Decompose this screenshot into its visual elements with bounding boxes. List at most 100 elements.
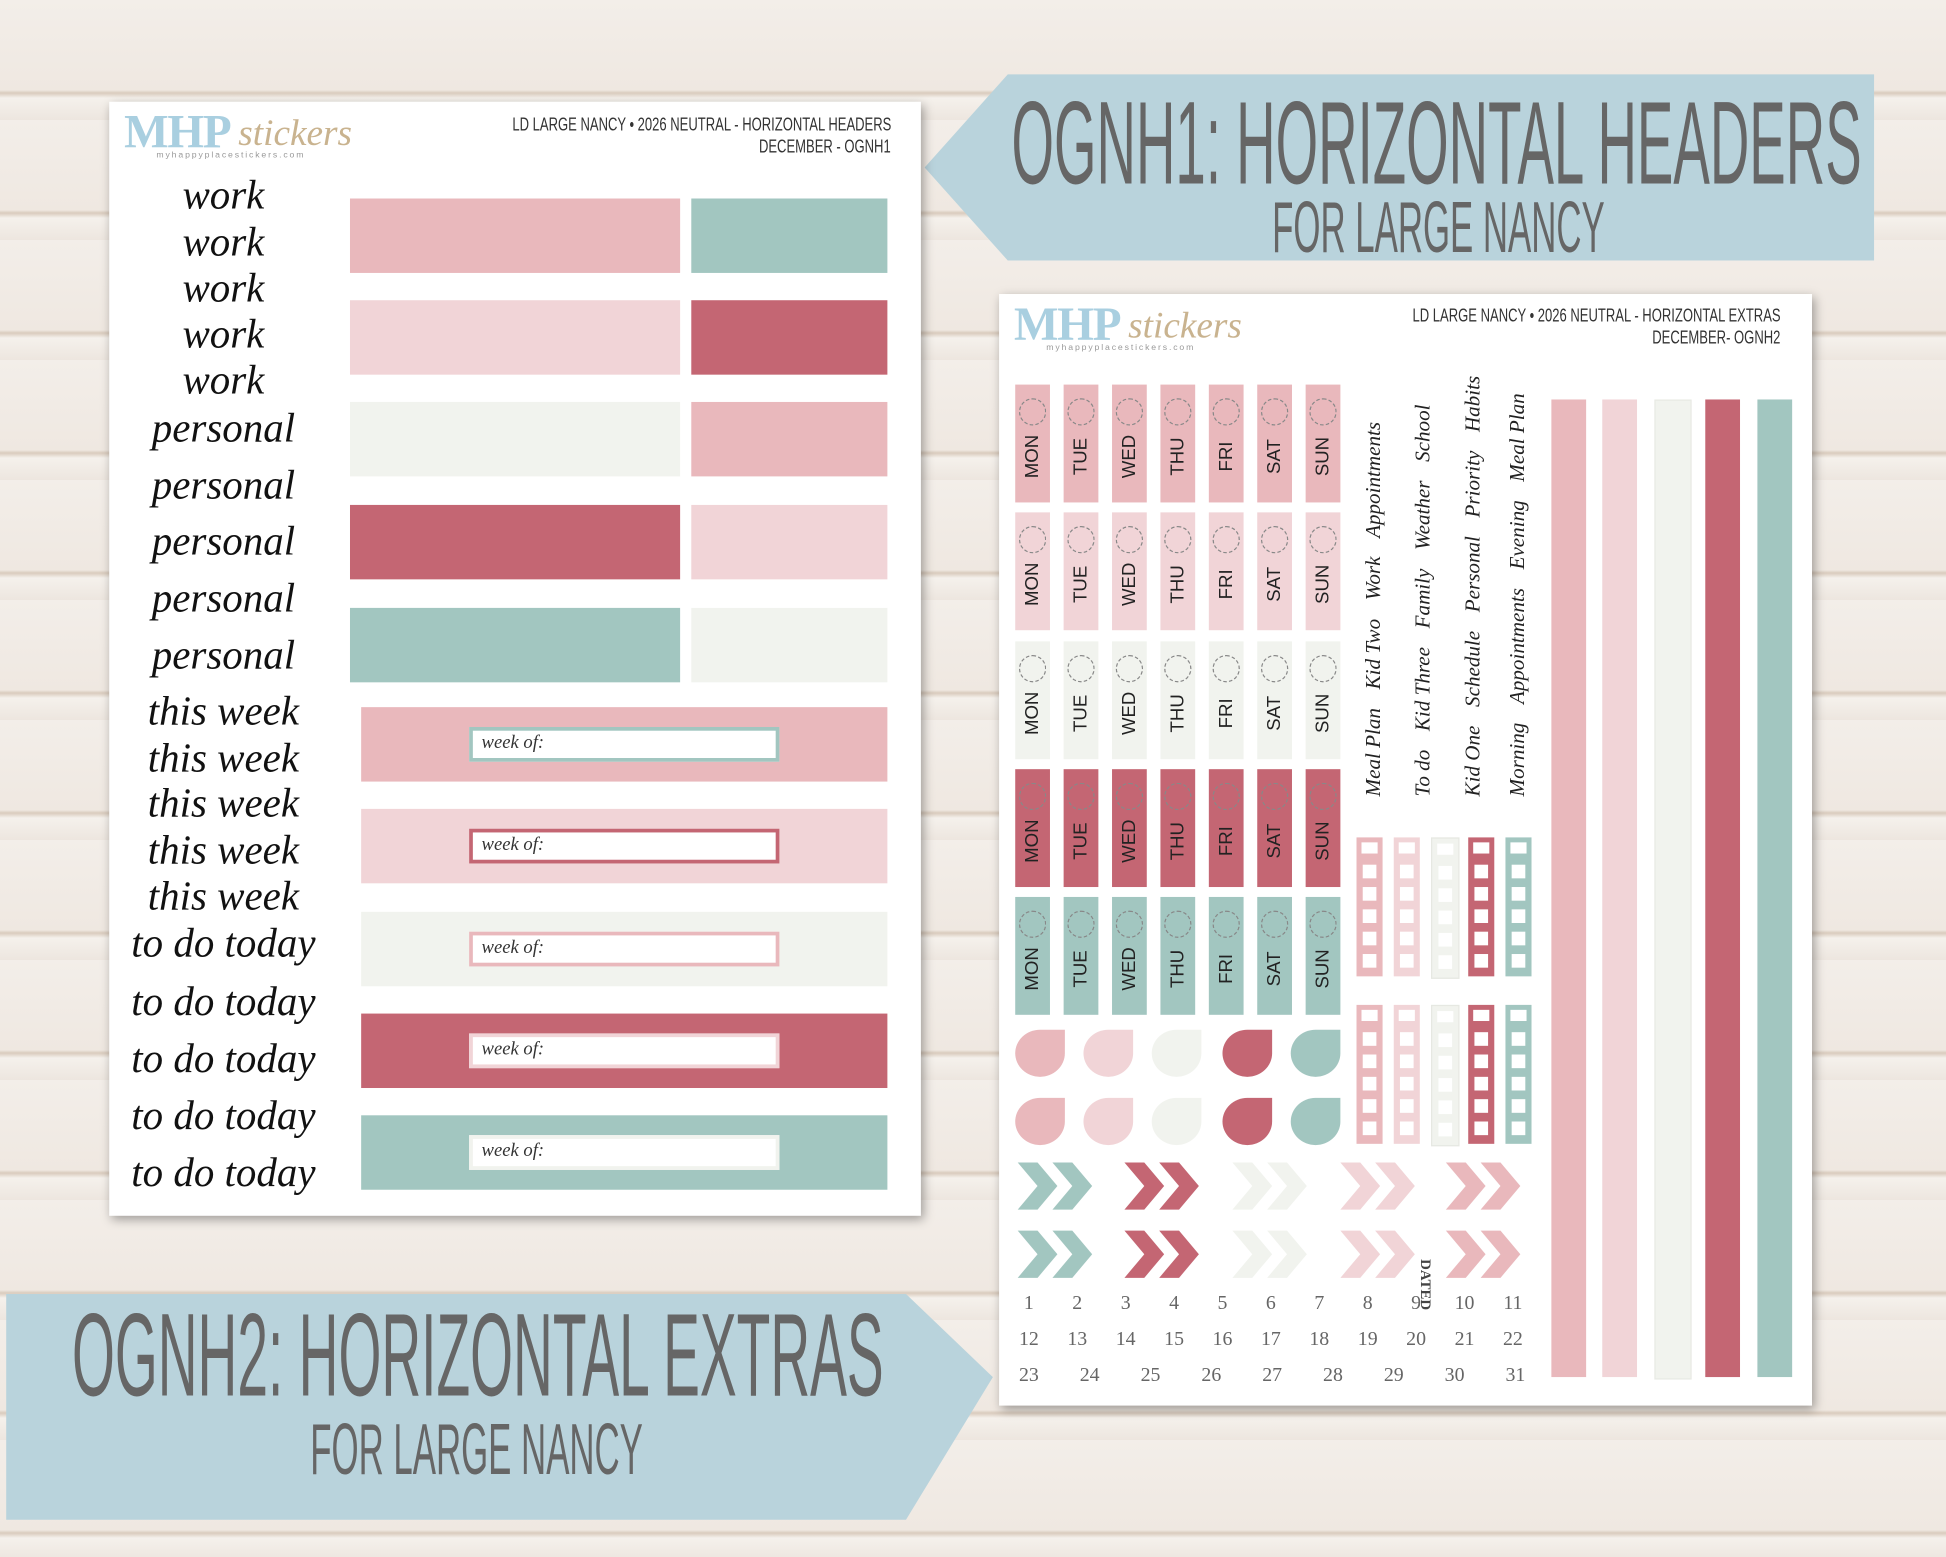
date-circle xyxy=(1115,782,1144,811)
checklist-sticker xyxy=(1430,1004,1460,1147)
chevron xyxy=(1445,1230,1486,1278)
check-box xyxy=(1438,955,1453,969)
round-sticker xyxy=(1290,1097,1341,1146)
check-box xyxy=(1438,1033,1453,1048)
strip-sticker xyxy=(1602,399,1638,1378)
logo-script: stickers xyxy=(238,112,353,154)
check-box xyxy=(1362,931,1377,946)
date-circle xyxy=(1309,526,1337,554)
header-bar xyxy=(349,607,681,683)
sticker-word: to do today xyxy=(131,1094,316,1139)
chevron xyxy=(1052,1230,1093,1278)
check-box xyxy=(1438,932,1453,947)
day-sticker: FRI xyxy=(1208,384,1244,503)
checklist-top xyxy=(1398,1009,1415,1022)
date-circle xyxy=(1164,655,1192,683)
week-label: week of: xyxy=(481,733,545,754)
checklist-top xyxy=(1398,842,1415,854)
chevron xyxy=(1232,1230,1273,1278)
check-box xyxy=(1362,954,1377,968)
day-sticker: SUN xyxy=(1305,769,1341,888)
check-box xyxy=(1474,864,1489,879)
checklist-top xyxy=(1437,843,1454,855)
date-number: 19 xyxy=(1357,1328,1378,1350)
date-number: 26 xyxy=(1201,1364,1222,1386)
chevron xyxy=(1159,1162,1199,1210)
check-box xyxy=(1399,1099,1414,1113)
check-box xyxy=(1399,1032,1414,1046)
check-box xyxy=(1438,1100,1453,1115)
date-number: 16 xyxy=(1212,1328,1233,1350)
day-sticker: MON xyxy=(1015,641,1050,760)
date-circle xyxy=(1212,526,1240,554)
week-label: week of: xyxy=(481,1141,545,1162)
checklist-sticker xyxy=(1393,837,1420,977)
sheet-header: LD LARGE NANCY • 2026 NEUTRAL - HORIZONT… xyxy=(512,114,892,136)
banner-title: OGNH1: HORIZONTAL HEADERS xyxy=(1011,77,1861,209)
day-sticker: THU xyxy=(1160,896,1196,1015)
date-number: 18 xyxy=(1309,1328,1330,1350)
sticker-word: personal xyxy=(151,633,296,679)
check-box xyxy=(1438,865,1453,880)
week-box: week of: xyxy=(469,931,780,967)
check-box xyxy=(1399,931,1414,946)
date-circle xyxy=(1018,398,1047,426)
header-bar xyxy=(691,401,888,477)
checklist-sticker xyxy=(1356,837,1383,977)
round-sticker xyxy=(1222,1029,1273,1077)
check-box xyxy=(1474,1032,1489,1046)
checklist-top xyxy=(1437,1011,1454,1023)
check-box xyxy=(1511,1032,1526,1046)
check-box xyxy=(1474,1121,1489,1136)
check-box xyxy=(1474,887,1489,901)
day-sticker: THU xyxy=(1160,769,1196,888)
header-bar xyxy=(349,504,681,580)
check-box xyxy=(1362,909,1377,924)
day-sticker: SAT xyxy=(1257,641,1292,760)
checklist-top xyxy=(1473,842,1490,854)
check-box xyxy=(1399,954,1414,968)
date-circle xyxy=(1067,398,1095,426)
day-sticker: SUN xyxy=(1305,896,1341,1015)
sticker-word: personal xyxy=(151,576,296,622)
check-box xyxy=(1511,864,1526,879)
check-box xyxy=(1399,1076,1414,1091)
check-box xyxy=(1474,1099,1489,1113)
day-sticker: SAT xyxy=(1257,512,1292,631)
chevron xyxy=(1017,1162,1058,1210)
chevron xyxy=(1159,1230,1199,1278)
date-circle xyxy=(1018,782,1047,811)
day-sticker: SUN xyxy=(1305,384,1341,503)
date-number: 10 xyxy=(1454,1292,1475,1314)
date-number: 4 xyxy=(1169,1292,1180,1314)
header-bar xyxy=(349,401,681,477)
date-circle xyxy=(1164,398,1192,426)
chevron xyxy=(1375,1162,1415,1210)
date-circle xyxy=(1115,655,1144,683)
day-sticker: WED xyxy=(1112,896,1147,1015)
check-box xyxy=(1474,1076,1489,1091)
date-number: 20 xyxy=(1406,1328,1427,1350)
check-box xyxy=(1362,1099,1377,1113)
header-bar xyxy=(349,300,681,375)
day-sticker: TUE xyxy=(1063,384,1099,503)
round-sticker xyxy=(1222,1097,1273,1146)
banner-title: OGNH2: HORIZONTAL EXTRAS xyxy=(72,1289,884,1421)
logo-url: myhappyplacestickers.com xyxy=(1046,343,1196,353)
strip-sticker xyxy=(1757,399,1793,1378)
sticker-word: work xyxy=(182,358,265,404)
day-sticker: THU xyxy=(1160,641,1196,760)
strip-sticker xyxy=(1654,399,1692,1380)
date-circle xyxy=(1212,655,1240,683)
round-sticker xyxy=(1015,1097,1065,1146)
day-sticker: MON xyxy=(1015,896,1050,1015)
chevron xyxy=(1480,1230,1521,1278)
chevron xyxy=(1480,1162,1521,1210)
date-number: 30 xyxy=(1444,1364,1465,1386)
checklist-sticker xyxy=(1356,1004,1383,1144)
date-circle xyxy=(1067,526,1095,554)
strip-sticker xyxy=(1551,399,1587,1378)
day-sticker: TUE xyxy=(1063,896,1099,1015)
week-box: week of: xyxy=(469,1033,780,1069)
sticker-word: personal xyxy=(151,406,296,452)
